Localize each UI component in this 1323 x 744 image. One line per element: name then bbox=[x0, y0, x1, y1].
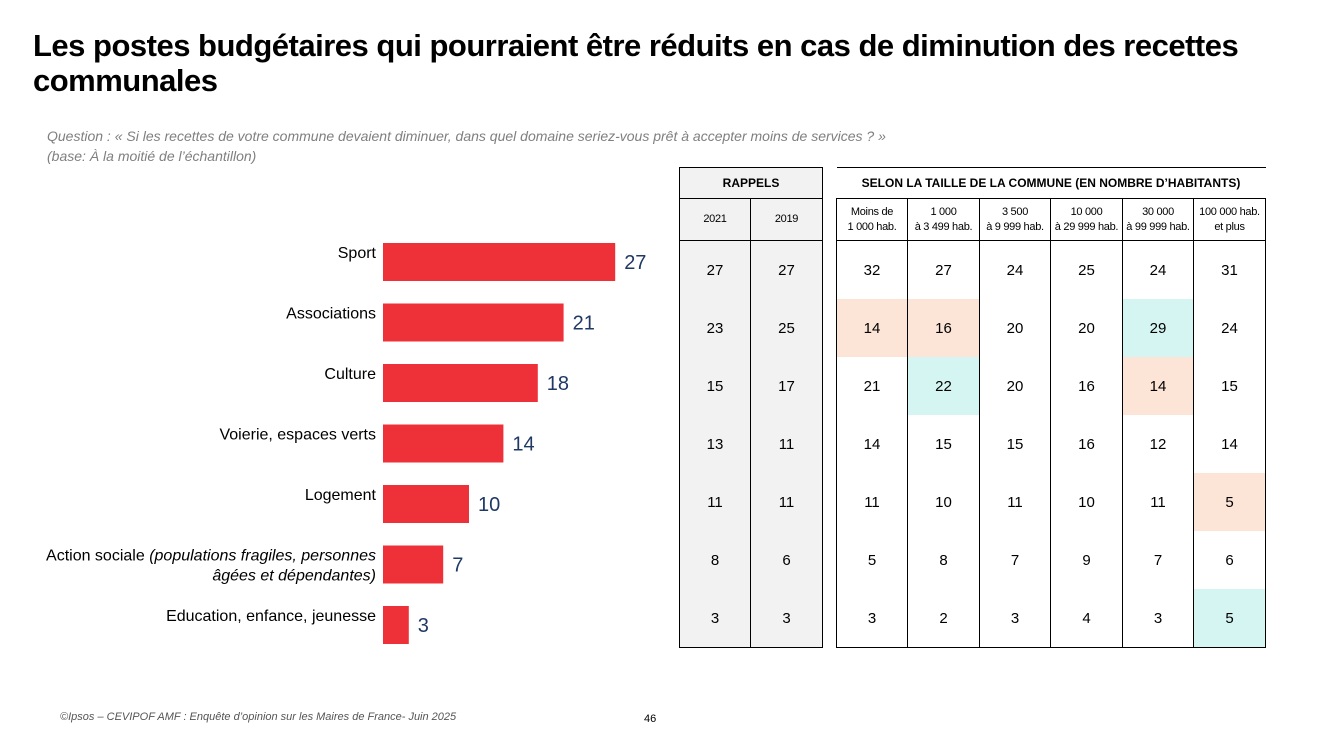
commune-size-cell: 15 bbox=[979, 415, 1051, 473]
commune-size-cell: 24 bbox=[1122, 240, 1194, 299]
commune-size-cell: 14 bbox=[836, 415, 908, 473]
commune-size-cell: 10 bbox=[907, 473, 980, 531]
rappels-col-2019: 2019 bbox=[750, 198, 823, 241]
value-label-1: 27 bbox=[624, 252, 646, 274]
bar-4 bbox=[383, 424, 504, 463]
commune-size-table: SELON LA TAILLE DE LA COMMUNE (EN NOMBRE… bbox=[836, 167, 1266, 648]
commune-size-cell: 3 bbox=[836, 589, 908, 648]
category-label-4: Voierie, espaces verts bbox=[219, 427, 376, 444]
commune-size-cell: 5 bbox=[1193, 473, 1266, 531]
commune-size-cell: 27 bbox=[907, 240, 980, 299]
commune-size-cell: 20 bbox=[1050, 299, 1123, 357]
commune-size-cell: 14 bbox=[836, 299, 908, 357]
rappels-cell: 25 bbox=[750, 299, 823, 357]
commune-size-cell: 11 bbox=[836, 473, 908, 531]
sample-base: (base: À la moitié de l’échantillon) bbox=[47, 148, 257, 164]
rappels-cell: 27 bbox=[679, 240, 751, 299]
question-label: Question : bbox=[47, 128, 111, 144]
category-label-5: Logement bbox=[305, 487, 377, 504]
rappels-cell: 3 bbox=[750, 589, 823, 648]
value-label-2: 21 bbox=[573, 313, 595, 335]
rappels-table: RAPPELS 2021 2019 27 27 23 25 15 17 13 11 11 11 8 6 3 3 bbox=[679, 167, 823, 648]
value-label-7: 3 bbox=[418, 615, 429, 637]
commune-size-cell: 2 bbox=[907, 589, 980, 648]
rappels-cell: 13 bbox=[679, 415, 751, 473]
question-text: Question : « Si les recettes de votre co… bbox=[47, 126, 886, 146]
commune-size-cell: 6 bbox=[1193, 531, 1266, 589]
page-number: 46 bbox=[644, 713, 657, 725]
commune-size-cell: 25 bbox=[1050, 240, 1123, 299]
commune-size-cell: 7 bbox=[1122, 531, 1194, 589]
category-label-7: Education, enfance, jeunesse bbox=[166, 608, 376, 625]
commune-size-cell: 5 bbox=[1193, 589, 1266, 648]
commune-size-cell: 5 bbox=[836, 531, 908, 589]
footer-source: ©Ipsos – CEVIPOF AMF : Enquête d’opinion… bbox=[60, 711, 457, 723]
rappels-cell: 17 bbox=[750, 357, 823, 415]
rappels-cell: 8 bbox=[679, 531, 751, 589]
bar-1 bbox=[383, 243, 616, 281]
commune-size-col-1: Moins de 1 000 hab. bbox=[836, 198, 908, 241]
commune-size-cell: 14 bbox=[1122, 357, 1194, 415]
commune-size-col-4: 10 000 à 29 999 hab. bbox=[1050, 198, 1123, 241]
commune-size-cell: 12 bbox=[1122, 415, 1194, 473]
rappels-cell: 3 bbox=[679, 589, 751, 648]
commune-size-cell: 8 bbox=[907, 531, 980, 589]
commune-size-cell: 24 bbox=[979, 240, 1051, 299]
commune-size-cell: 15 bbox=[1193, 357, 1266, 415]
rappels-cell: 15 bbox=[679, 357, 751, 415]
rappels-header: RAPPELS bbox=[679, 167, 823, 199]
rappels-cell: 11 bbox=[679, 473, 751, 531]
commune-size-cell: 14 bbox=[1193, 415, 1266, 473]
commune-size-cell: 16 bbox=[907, 299, 980, 357]
bar-3 bbox=[383, 364, 538, 402]
commune-size-cell: 20 bbox=[979, 299, 1051, 357]
bar-2 bbox=[383, 303, 564, 342]
question-body: « Si les recettes de votre commune devai… bbox=[110, 128, 886, 144]
category-label-3: Culture bbox=[324, 366, 376, 383]
rappels-cell: 27 bbox=[750, 240, 823, 299]
value-label-4: 14 bbox=[512, 434, 534, 456]
category-label-2: Associations bbox=[286, 306, 376, 323]
commune-size-cell: 11 bbox=[1122, 473, 1194, 531]
commune-size-header: SELON LA TAILLE DE LA COMMUNE (EN NOMBRE… bbox=[836, 167, 1266, 199]
bar-6 bbox=[383, 545, 444, 584]
commune-size-cell: 24 bbox=[1193, 299, 1266, 357]
page-title: Les postes budgétaires qui pourraient êt… bbox=[33, 28, 1239, 98]
commune-size-cell: 15 bbox=[907, 415, 980, 473]
value-label-5: 10 bbox=[478, 494, 500, 516]
commune-size-cell: 7 bbox=[979, 531, 1051, 589]
commune-size-cell: 21 bbox=[836, 357, 908, 415]
bar-chart: 27 Sport 21 Associations 18 Culture 14 Voierie,… bbox=[46, 243, 646, 644]
rappels-cell: 23 bbox=[679, 299, 751, 357]
bar-5 bbox=[383, 485, 469, 523]
commune-size-cell: 16 bbox=[1050, 357, 1123, 415]
rappels-cell: 6 bbox=[750, 531, 823, 589]
rappels-cell: 11 bbox=[750, 473, 823, 531]
commune-size-cell: 32 bbox=[836, 240, 908, 299]
commune-size-cell: 22 bbox=[907, 357, 980, 415]
commune-size-cell: 3 bbox=[1122, 589, 1194, 648]
commune-size-cell: 3 bbox=[979, 589, 1051, 648]
commune-size-cell: 11 bbox=[979, 473, 1051, 531]
commune-size-col-6: 100 000 hab. et plus bbox=[1193, 198, 1266, 241]
commune-size-col-5: 30 000 à 99 999 hab. bbox=[1122, 198, 1194, 241]
commune-size-cell: 16 bbox=[1050, 415, 1123, 473]
value-label-3: 18 bbox=[547, 373, 569, 395]
commune-size-col-2: 1 000 à 3 499 hab. bbox=[907, 198, 980, 241]
category-label-6: Action sociale (populations fragiles, pe… bbox=[46, 548, 376, 585]
commune-size-cell: 20 bbox=[979, 357, 1051, 415]
commune-size-cell: 31 bbox=[1193, 240, 1266, 299]
commune-size-cell: 9 bbox=[1050, 531, 1123, 589]
category-label-1: Sport bbox=[338, 245, 377, 262]
rappels-cell: 11 bbox=[750, 415, 823, 473]
rappels-col-2021: 2021 bbox=[679, 198, 751, 241]
commune-size-cell: 29 bbox=[1122, 299, 1194, 357]
value-label-6: 7 bbox=[452, 555, 463, 577]
bar-7 bbox=[383, 606, 409, 644]
commune-size-col-3: 3 500 à 9 999 hab. bbox=[979, 198, 1051, 241]
commune-size-cell: 4 bbox=[1050, 589, 1123, 648]
commune-size-cell: 10 bbox=[1050, 473, 1123, 531]
